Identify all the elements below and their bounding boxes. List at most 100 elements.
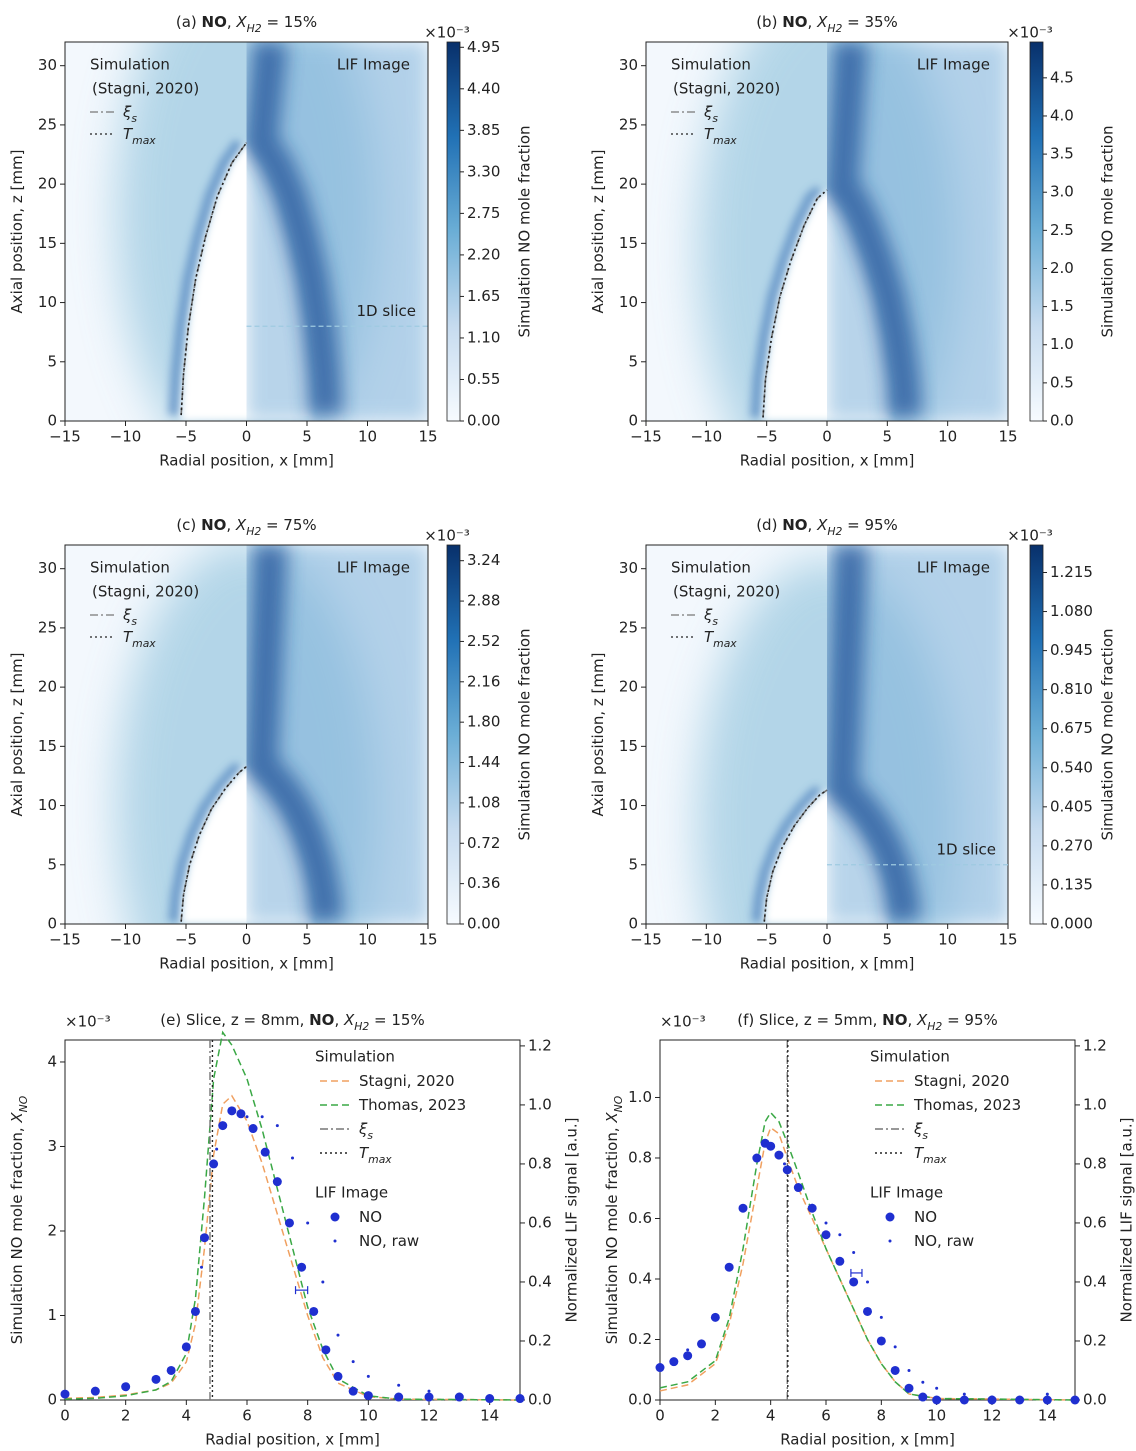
colorbar-tick-label: 0.0 [1050,412,1074,430]
panel-title: (a) NO, XH2 = 15% [176,13,317,35]
colorbar-tick-label: 0.5 [1050,373,1074,391]
annotation: LIF Image [917,559,990,577]
x-tick-label: −5 [175,931,197,949]
colorbar [1029,41,1044,422]
y-offset: ×10⁻³ [65,1013,111,1031]
colorbar-tick-label: 2.88 [467,592,500,610]
data-point [959,1395,969,1405]
data-point [457,1392,461,1396]
x-tick-label: 12 [982,1407,1001,1425]
y-tick-label: 15 [38,234,57,252]
y-tick-label: 10 [38,293,57,311]
legend-label: Tmax [123,628,156,650]
panel-title: (c) NO, XH2 = 75% [176,516,316,538]
curve [180,142,248,416]
colorbar-tick-label: 0.810 [1050,680,1093,698]
x-tick-label: 5 [883,428,893,446]
y2-tick-label: 0.4 [528,1272,552,1290]
data-point [260,1115,264,1119]
colorbar-tick-label: 1.5 [1050,297,1074,315]
data-point [658,1363,662,1367]
x-tick-label: 2 [711,1407,721,1425]
legend-label: ξs [122,103,137,125]
y-tick-label: 15 [619,737,638,755]
legend-swatch [333,1239,337,1243]
legend-label: ξs [122,606,137,628]
field-shading [827,42,923,419]
y2-tick-label: 1.2 [528,1036,552,1054]
data-point [932,1395,942,1405]
y2-tick-label: 0.2 [1083,1331,1107,1349]
series-line [64,1030,521,1401]
legend-label: Thomas, 2023 [913,1096,1021,1114]
colorbar-label: Simulation NO mole fraction [516,628,534,840]
data-point [291,1156,294,1160]
y-tick-label: 4 [47,1052,57,1070]
data-point [876,1336,886,1346]
series-line [659,1126,1076,1401]
y2-tick-label: 0.0 [1083,1391,1107,1409]
data-point [209,1159,219,1169]
y-tick-label: 0.2 [628,1330,652,1348]
data-point [810,1203,814,1207]
colorbar-label: Simulation NO mole fraction [1099,628,1117,840]
y-tick-label: 0.0 [628,1391,652,1409]
colorbar-tick-label: 1.080 [1050,602,1093,620]
x-tick-label: −10 [691,428,723,446]
x-tick-label: 8 [877,1407,887,1425]
data-point [245,1115,249,1119]
legend-label: ξs [703,606,718,628]
x-tick-label: 0 [60,1407,70,1425]
colorbar-offset: ×10⁻³ [1007,527,1053,545]
y-tick-label: 0.8 [628,1148,652,1166]
x-tick-label: 15 [418,931,437,949]
data-point [1015,1395,1025,1405]
colorbar-tick-label: 0.135 [1050,875,1093,893]
colorbar-tick-label: 4.5 [1050,68,1074,86]
data-point [363,1391,373,1401]
legend-label: NO [359,1208,382,1226]
data-point [835,1256,845,1266]
colorbar-tick-label: 0.00 [467,915,500,933]
y-tick-label: 5 [47,352,57,370]
data-point [427,1389,431,1393]
data-point [488,1395,492,1399]
colorbar-tick-label: 4.0 [1050,106,1074,124]
data-point [935,1386,939,1390]
data-point [890,1365,900,1375]
y-axis-label: Axial position, z [mm] [8,653,26,817]
frame [659,1039,1076,1401]
data-point [200,1233,210,1243]
data-point [124,1385,128,1389]
x-tick-label: 6 [242,1407,252,1425]
colorbar-label: Simulation NO mole fraction [516,125,534,337]
series-line [659,1111,1076,1401]
legend-group-title: LIF Image [870,1184,943,1202]
x-tick-label: −10 [110,428,142,446]
legend-group-title: Simulation [870,1048,950,1066]
colorbar-tick-label: 4.40 [467,79,500,97]
y-tick-label: 20 [619,175,638,193]
y2-tick-label: 0.6 [1083,1213,1107,1231]
data-point [1073,1397,1077,1401]
legend-label: NO [914,1208,937,1226]
data-point [907,1368,911,1372]
x-tick-label: 4 [182,1407,192,1425]
legend-swatch [330,1212,340,1222]
data-point [284,1218,294,1228]
data-point [724,1262,734,1272]
data-point [93,1389,97,1393]
curve [763,789,828,922]
y-tick-label: 0 [628,412,638,430]
colorbar-offset: ×10⁻³ [424,527,470,545]
legend-label: Thomas, 2023 [358,1096,466,1114]
y-tick-label: 5 [47,855,57,873]
y2-tick-label: 1.2 [1083,1036,1107,1054]
y-tick-label: 25 [619,115,638,133]
y-tick-label: 20 [619,678,638,696]
x-tick-label: 15 [418,428,437,446]
y-tick-label: 0 [628,915,638,933]
data-point [348,1386,358,1396]
colorbar-tick-label: 0.00 [467,412,500,430]
colorbar-tick-label: 0.72 [467,834,500,852]
